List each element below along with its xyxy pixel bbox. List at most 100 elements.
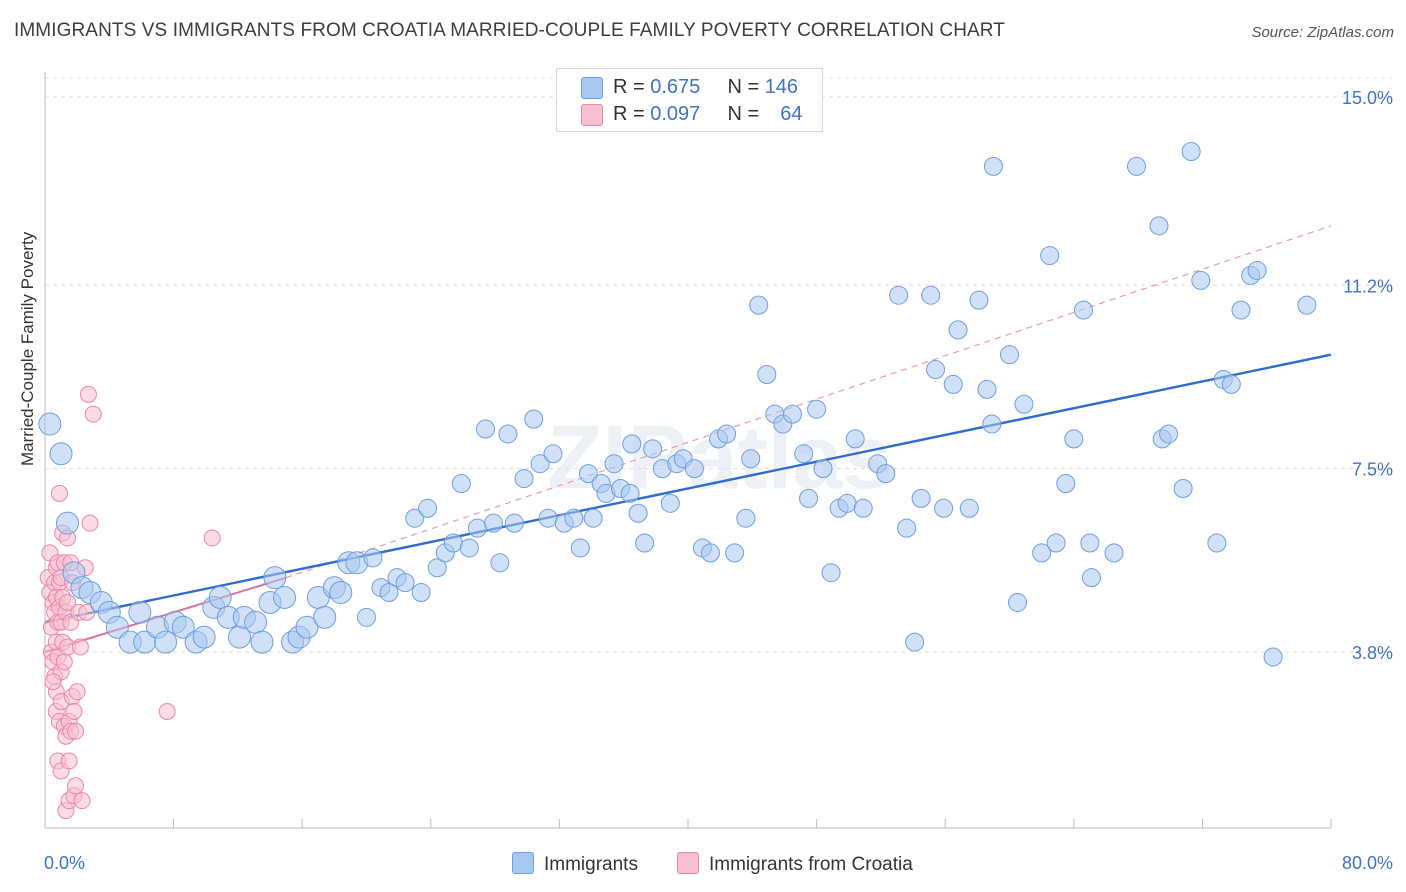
data-point-immigrants [1231,300,1251,320]
legend-swatch-immigrants [581,77,603,99]
x-tick-label: 0.0% [44,853,85,873]
data-point-croatia [71,638,89,656]
data-point-croatia [203,529,221,547]
data-point-immigrants [1104,543,1124,563]
source-label: Source: ZipAtlas.com [1251,24,1394,41]
data-point-immigrants [490,553,510,573]
data-point-immigrants [701,543,721,563]
series-immigrants [38,142,1317,667]
data-point-immigrants [483,513,503,533]
data-point-immigrants [395,573,415,593]
data-point-croatia [78,603,96,621]
bottom-legend-croatia: Immigrants from Croatia [677,852,913,878]
bottom-legend-label: Immigrants [544,854,638,875]
data-point-immigrants [635,533,655,553]
data-point-immigrants [845,429,865,449]
y-tick-label: 15.0% [1342,88,1393,108]
data-point-immigrants [105,615,129,639]
data-point-immigrants [154,630,178,654]
data-point-immigrants [564,508,584,528]
data-point-croatia [158,702,176,720]
data-point-immigrants [498,424,518,444]
data-point-immigrants [911,488,931,508]
data-point-immigrants [628,503,648,523]
data-point-immigrants [889,285,909,305]
data-point-immigrants [405,508,425,528]
legend-r-value: 0.675 [650,76,701,98]
data-point-immigrants [295,615,319,639]
data-point-immigrants [983,156,1003,176]
data-point-croatia [73,792,91,810]
data-point-croatia [50,484,68,502]
data-point-immigrants [524,409,544,429]
legend-swatch-croatia [581,104,603,126]
data-point-immigrants [1297,295,1317,315]
data-point-immigrants [821,563,841,583]
trend-line-immigrants [44,353,1332,624]
data-point-immigrants [578,464,598,484]
data-point-immigrants [570,538,590,558]
data-point-croatia [81,514,99,532]
x-tick-label: 80.0% [1342,853,1393,873]
data-point-immigrants [794,444,814,464]
data-point-immigrants [813,459,833,479]
data-point-croatia [84,405,102,423]
data-point-immigrants [1073,300,1093,320]
data-point-immigrants [807,399,827,419]
data-point-immigrants [959,498,979,518]
data-point-immigrants [1040,246,1060,266]
data-point-immigrants [934,498,954,518]
data-point-immigrants [749,295,769,315]
series-immigrants-from-croatia [39,385,221,820]
trend-line-croatia [44,576,287,653]
legend-r-label: R = [613,103,645,125]
data-point-immigrants [853,498,873,518]
data-point-immigrants [622,434,642,454]
data-point-immigrants [943,374,963,394]
data-point-immigrants [876,464,896,484]
legend: R = 0.675 N = 146 R = 0.097 N = 64 [556,68,823,132]
data-point-immigrants [977,379,997,399]
data-point-immigrants [467,518,487,538]
data-point-immigrants [583,508,603,528]
data-point-croatia [79,385,97,403]
bottom-legend-label: Immigrants from Croatia [709,854,913,875]
data-point-croatia [44,673,62,691]
data-point-immigrants [905,632,925,652]
data-point-immigrants [1173,478,1193,498]
data-point-immigrants [263,566,287,590]
data-point-immigrants [250,630,274,654]
data-point-immigrants [1080,533,1100,553]
data-point-immigrants [1207,533,1227,553]
y-tick-label: 7.5% [1352,460,1393,480]
data-point-immigrants [741,449,761,469]
data-point-immigrants [982,414,1002,434]
data-point-immigrants [620,483,640,503]
data-point-immigrants [717,424,737,444]
data-point-immigrants [208,585,232,609]
data-point-immigrants [684,459,704,479]
data-point-immigrants [1221,374,1241,394]
bottom-legend-swatch-immigrants [512,852,534,874]
data-point-immigrants [56,511,80,535]
data-point-croatia [68,683,86,701]
y-tick-label: 11.2% [1343,276,1393,296]
data-point-immigrants [427,558,447,578]
data-point-immigrants [1263,647,1283,667]
data-point-immigrants [837,493,857,513]
data-point-croatia [67,722,85,740]
trend-lines [44,225,1332,653]
axes [44,72,1332,829]
legend-n-label: N = [727,103,760,125]
data-point-immigrants [273,585,297,609]
data-point-immigrants [799,488,819,508]
data-point-immigrants [49,442,73,466]
data-point-immigrants [459,538,479,558]
data-point-immigrants [897,518,917,538]
data-point-immigrants [1081,568,1101,588]
data-point-immigrants [725,543,745,563]
tick-labels: 3.8% 7.5% 11.2% 15.0% 0.0% 80.0% [44,88,1393,873]
data-point-immigrants [1247,260,1267,280]
data-point-immigrants [1014,394,1034,414]
data-point-croatia [65,702,83,720]
